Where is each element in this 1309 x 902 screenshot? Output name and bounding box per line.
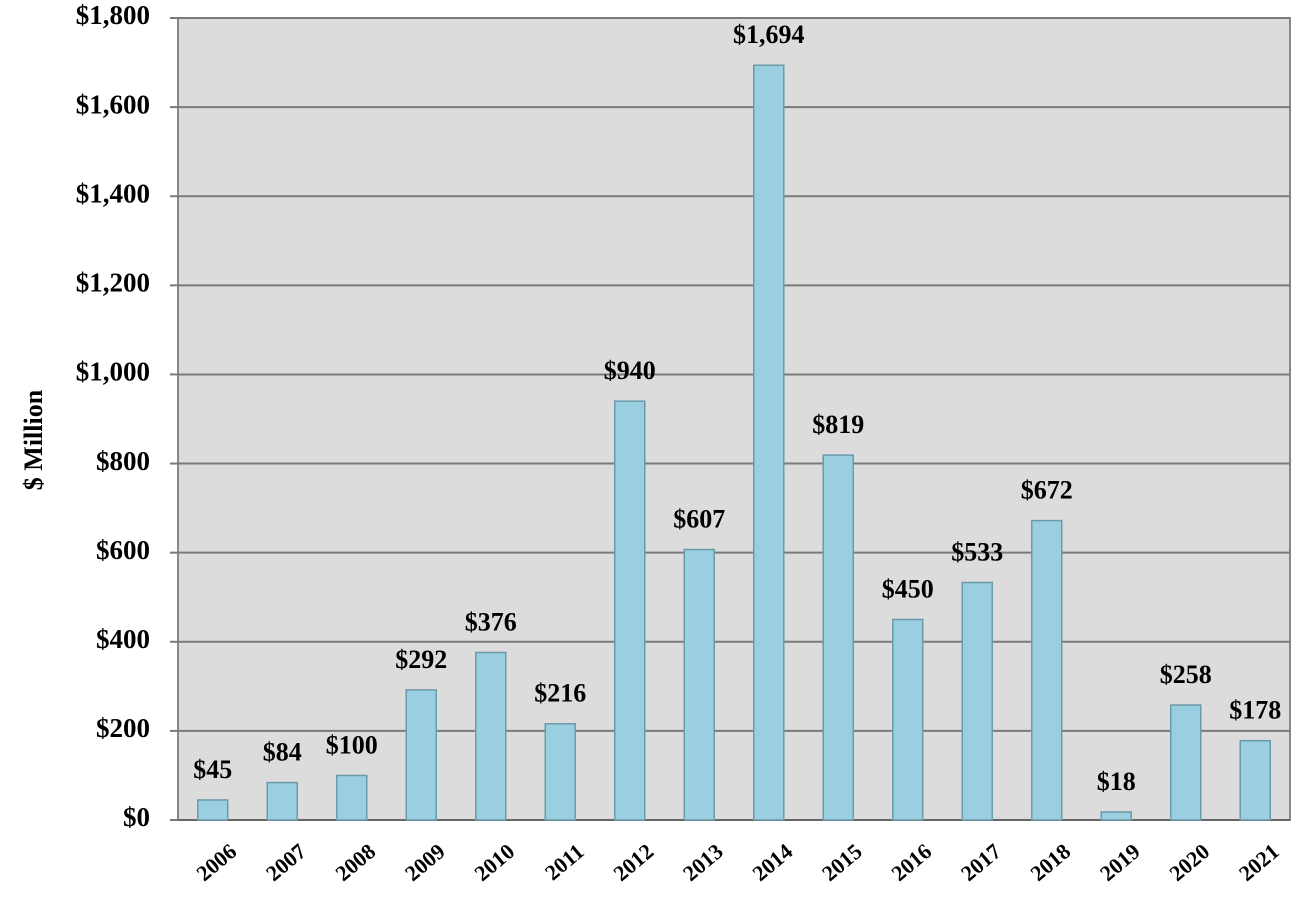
data-label: $100 [326,730,378,759]
x-tick-label: 2009 [400,839,450,886]
bar [1100,811,1132,821]
bar [405,689,437,821]
bar [1170,704,1202,821]
x-tick-label: 2019 [1095,839,1145,886]
x-tick-label: 2018 [1025,839,1075,886]
bar [614,400,646,821]
x-tick-label: 2013 [678,839,728,886]
data-label: $216 [534,679,586,708]
y-tick-label: $0 [123,802,150,832]
x-tick-label: 2015 [817,839,867,886]
y-tick-label: $1,400 [76,178,150,208]
bar [336,774,368,821]
bar [197,799,229,821]
x-tick-label: 2006 [191,839,241,886]
y-tick-label: $600 [96,535,150,565]
data-label: $450 [882,574,934,603]
x-tick-label: 2021 [1234,839,1284,886]
bar [1031,519,1063,821]
data-label: $45 [193,755,232,784]
bar [266,781,298,821]
data-label: $292 [395,645,447,674]
bar [544,723,576,821]
bar [961,581,993,821]
data-label: $819 [812,410,864,439]
data-label: $1,694 [733,20,805,49]
y-axis-title: $ Million [19,389,48,490]
bar [475,651,507,821]
x-tick-label: 2014 [747,839,797,886]
x-tick-label: 2020 [1164,839,1214,886]
y-tick-label: $1,000 [76,357,150,387]
data-label: $533 [951,537,1003,566]
plot-area [177,17,1291,821]
data-label: $672 [1021,476,1073,505]
y-tick-label: $400 [96,624,150,654]
data-label: $376 [465,607,517,636]
x-tick-label: 2016 [886,839,936,886]
bar [822,454,854,821]
data-label: $178 [1229,696,1281,725]
data-label: $18 [1097,767,1136,796]
data-label: $84 [263,738,302,767]
x-tick-label: 2017 [956,839,1006,886]
y-tick-label: $1,600 [76,89,150,119]
bar [892,618,924,821]
bar [683,548,715,821]
x-tick-label: 2011 [540,839,589,886]
x-tick-label: 2012 [608,839,658,886]
data-label: $258 [1160,660,1212,689]
y-tick-label: $200 [96,713,150,743]
x-tick-label: 2007 [261,839,311,886]
x-tick-label: 2008 [330,839,380,886]
data-label: $940 [604,356,656,385]
bar [753,64,785,821]
bar [1239,739,1271,821]
y-tick-label: $1,800 [76,0,150,30]
y-tick-label: $800 [96,446,150,476]
y-tick-label: $1,200 [76,268,150,298]
x-tick-label: 2010 [469,839,519,886]
data-label: $607 [673,505,725,534]
